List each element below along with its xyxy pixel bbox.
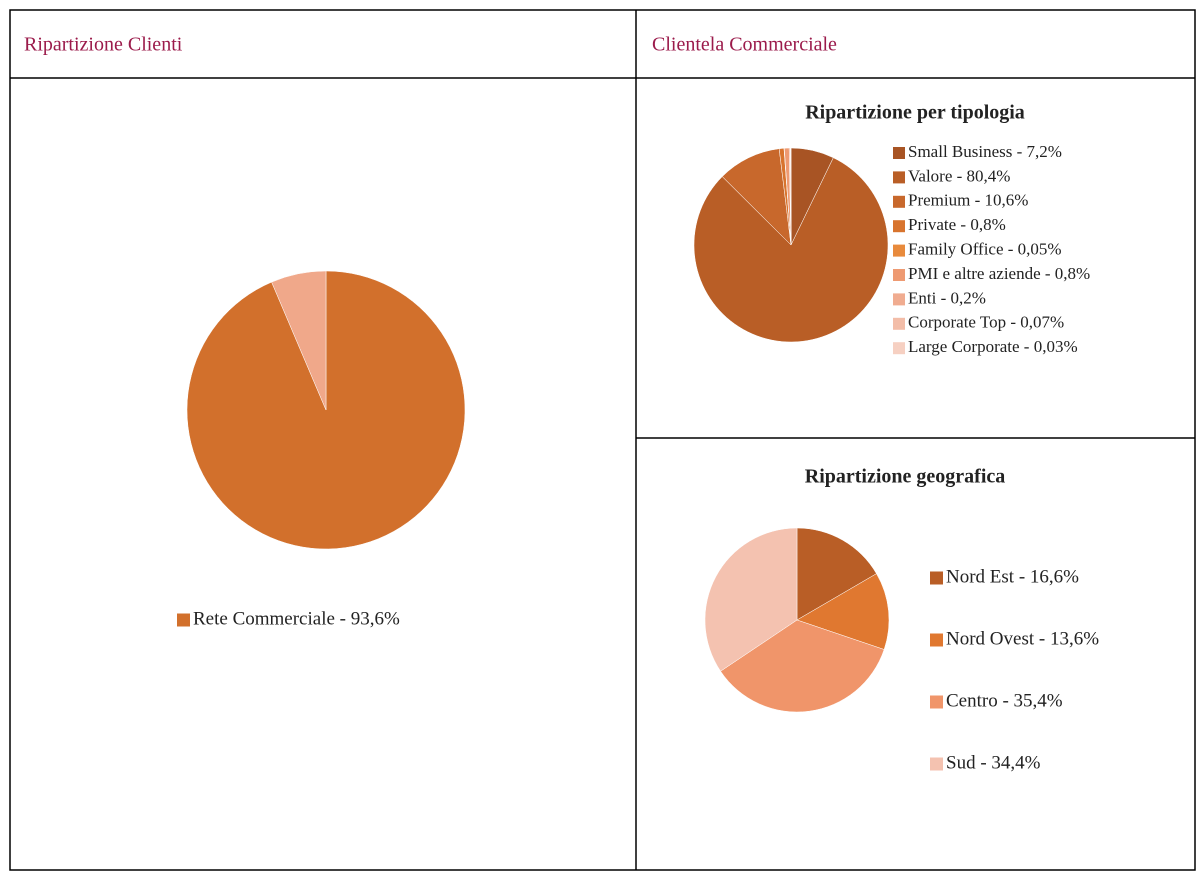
legend-label: Small Business - 7,2% — [908, 142, 1062, 161]
legend-label: Family Office - 0,05% — [908, 240, 1062, 259]
chart-title: Ripartizione geografica — [805, 466, 1006, 488]
pie-slice — [796, 527, 877, 621]
table-border — [9, 9, 1196, 871]
legend-swatch — [893, 195, 905, 208]
legend-label: Corporate Top - 0,07% — [908, 313, 1064, 332]
legend-swatch — [893, 220, 905, 233]
legend-label: Premium - 10,6% — [908, 191, 1028, 210]
legend-label: Nord Est - 16,6% — [946, 566, 1079, 587]
chart-title: Ripartizione per tipologia — [805, 102, 1025, 124]
legend-swatch — [930, 757, 943, 771]
pie-slice — [693, 157, 889, 343]
legend-label: Enti - 0,2% — [908, 288, 986, 307]
legend-swatch — [930, 633, 943, 647]
pie-slice — [720, 619, 885, 713]
legend-label: Centro - 35,4% — [946, 690, 1063, 711]
legend-label: Valore - 80,4% — [908, 166, 1010, 185]
legend-swatch — [893, 342, 905, 355]
legend-swatch — [893, 171, 905, 184]
legend-label: Rete Commerciale - 93,6% — [193, 608, 400, 629]
legend-swatch — [893, 317, 905, 330]
legend-label: Private - 0,8% — [908, 215, 1006, 234]
pie-slice — [271, 270, 327, 411]
pie-slice — [704, 527, 798, 672]
legend-swatch — [893, 147, 905, 159]
legend-swatch — [177, 613, 190, 627]
header: Ripartizione Clienti — [24, 34, 183, 56]
legend-label: Sud - 34,4% — [946, 752, 1041, 773]
legend-swatch — [893, 244, 905, 257]
legend-label: PMI e altre aziende - 0,8% — [908, 264, 1090, 283]
legend-swatch — [893, 293, 905, 306]
legend-label: Large Corporate - 0,03% — [908, 337, 1078, 356]
legend-label: Nord Ovest - 13,6% — [946, 628, 1099, 649]
legend-swatch — [930, 571, 943, 585]
legend-swatch — [893, 269, 905, 281]
legend-swatch — [930, 695, 943, 709]
header: Clientela Commerciale — [652, 34, 837, 56]
pie-slice — [796, 573, 890, 650]
